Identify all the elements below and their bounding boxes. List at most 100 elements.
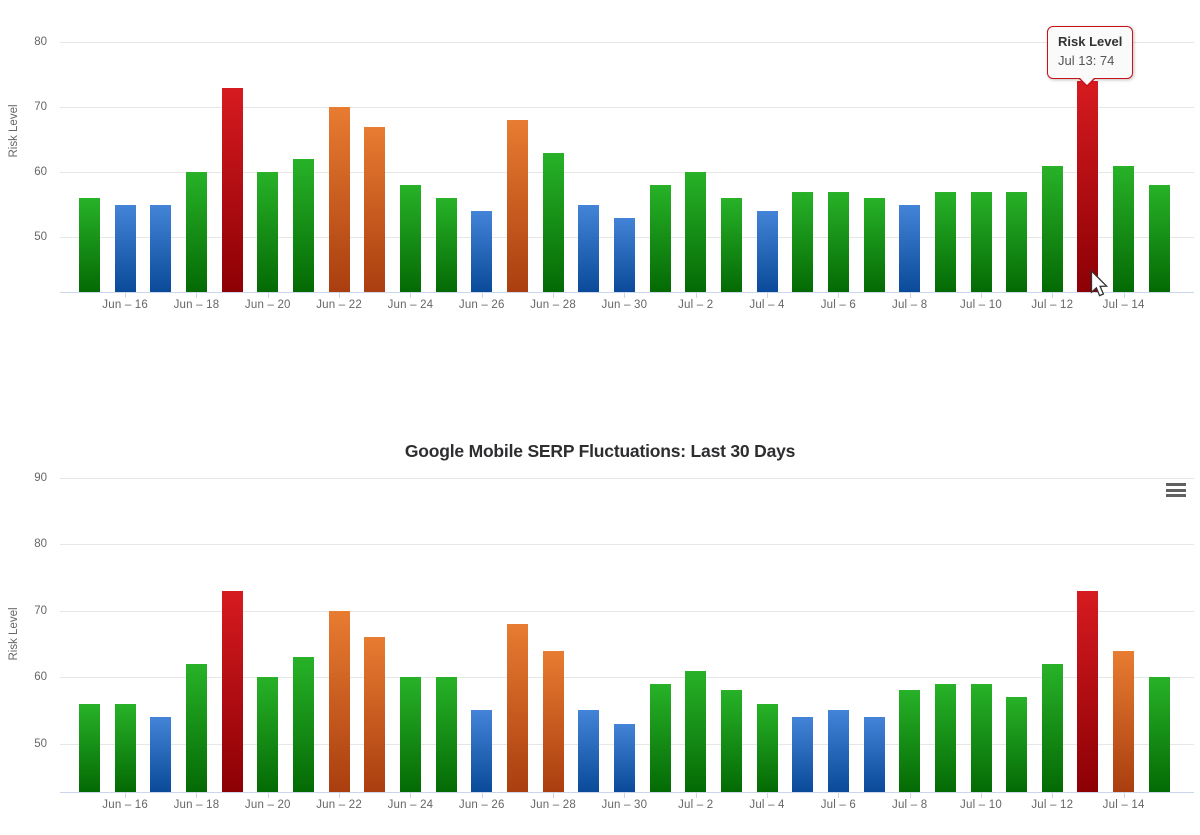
x-axis-label-jun-18: Jun – 18 xyxy=(173,799,220,811)
x-axis-tick xyxy=(838,792,840,798)
x-axis-label-jun-18: Jun – 18 xyxy=(173,299,220,311)
bar-jul-9[interactable] xyxy=(934,683,956,792)
y-axis-label-70: 70 xyxy=(34,101,47,114)
bar-jun-15[interactable] xyxy=(79,703,100,792)
tooltip: Risk Level Jul 13: 74 xyxy=(1047,26,1134,87)
x-axis-tick xyxy=(339,792,341,798)
bar-jun-25[interactable] xyxy=(435,198,457,292)
y-axis-label-80: 80 xyxy=(34,36,47,49)
x-axis-label-jul-10: Jul – 10 xyxy=(960,799,1002,811)
bar-jul-2[interactable] xyxy=(685,172,707,292)
x-axis-label-jul-10: Jul – 10 xyxy=(960,299,1002,311)
x-axis-label-jun-30: Jun – 30 xyxy=(601,299,648,311)
bar-jul-7[interactable] xyxy=(863,717,885,792)
bar-jul-10[interactable] xyxy=(970,683,992,792)
bar-jul-12[interactable] xyxy=(1041,165,1063,292)
bar-jul-5[interactable] xyxy=(792,191,814,292)
x-axis-tick xyxy=(125,792,127,798)
bar-jul-5[interactable] xyxy=(792,717,814,792)
bar-jul-8[interactable] xyxy=(899,204,921,292)
bar-jun-25[interactable] xyxy=(435,677,457,792)
bar-jul-6[interactable] xyxy=(827,191,849,292)
bar-jun-15[interactable] xyxy=(79,198,100,292)
bar-jul-11[interactable] xyxy=(1006,697,1028,792)
bar-jun-21[interactable] xyxy=(292,159,314,292)
tooltip-value: Jul 13: 74 xyxy=(1058,52,1115,68)
x-axis-tick xyxy=(695,292,697,298)
bar-jun-16[interactable] xyxy=(114,703,136,792)
bar-jun-20[interactable] xyxy=(257,677,279,792)
bar-jun-20[interactable] xyxy=(257,172,279,292)
x-axis-label-jul-6: Jul – 6 xyxy=(820,799,856,811)
bar-jul-15[interactable] xyxy=(1148,185,1170,292)
x-axis-label-jun-24: Jun – 24 xyxy=(387,299,434,311)
gridline-70 xyxy=(60,610,1194,612)
bar-jun-28[interactable] xyxy=(542,650,564,792)
x-axis-label-jul-4: Jul – 4 xyxy=(749,299,785,311)
bar-jul-4[interactable] xyxy=(756,703,778,792)
bar-jun-26[interactable] xyxy=(471,211,493,292)
bar-jun-24[interactable] xyxy=(399,185,421,292)
bar-jul-10[interactable] xyxy=(970,191,992,292)
bar-jul-12[interactable] xyxy=(1041,663,1063,792)
x-axis-tick xyxy=(624,792,626,798)
bar-jun-22[interactable] xyxy=(328,107,350,292)
bar-jul-13[interactable] xyxy=(1077,590,1099,792)
x-axis-label-jun-20: Jun – 20 xyxy=(244,299,291,311)
x-axis-label-jul-14: Jul – 14 xyxy=(1102,799,1145,811)
bar-jun-22[interactable] xyxy=(328,610,350,792)
x-axis-tick xyxy=(909,292,911,298)
x-axis-label-jul-8: Jul – 8 xyxy=(892,799,928,811)
x-axis-tick xyxy=(125,292,127,298)
bar-jul-14[interactable] xyxy=(1113,650,1135,792)
bar-jun-30[interactable] xyxy=(613,723,635,792)
tooltip-series-name: Risk Level xyxy=(1058,34,1123,49)
bar-jun-17[interactable] xyxy=(150,204,172,292)
x-axis-label-jun-16: Jun – 16 xyxy=(102,299,149,311)
bar-jul-15[interactable] xyxy=(1148,677,1170,792)
x-axis-tick xyxy=(1123,292,1125,298)
y-axis-label-60: 60 xyxy=(34,166,47,179)
x-axis-line xyxy=(60,792,1194,793)
bar-jul-2[interactable] xyxy=(685,670,707,792)
bar-jun-27[interactable] xyxy=(506,624,528,792)
x-axis-label-jul-2: Jul – 2 xyxy=(678,799,714,811)
bar-jun-26[interactable] xyxy=(471,710,493,792)
bar-jun-19[interactable] xyxy=(221,590,243,792)
bar-jun-23[interactable] xyxy=(364,637,386,792)
bar-jun-24[interactable] xyxy=(399,677,421,792)
bar-jul-3[interactable] xyxy=(720,690,742,792)
bar-jun-17[interactable] xyxy=(150,717,172,792)
bar-jun-30[interactable] xyxy=(613,217,635,292)
bar-jun-23[interactable] xyxy=(364,126,386,292)
bar-jul-3[interactable] xyxy=(720,198,742,292)
bar-jul-13[interactable] xyxy=(1077,81,1099,292)
x-axis-tick xyxy=(1052,292,1054,298)
bar-jun-19[interactable] xyxy=(221,87,243,292)
bar-jul-1[interactable] xyxy=(649,683,671,792)
x-axis-tick xyxy=(481,792,483,798)
bar-jun-18[interactable] xyxy=(185,172,207,292)
bar-jul-9[interactable] xyxy=(934,191,956,292)
bar-jun-21[interactable] xyxy=(292,657,314,792)
bar-jul-8[interactable] xyxy=(899,690,921,792)
bar-jun-28[interactable] xyxy=(542,152,564,292)
bar-jul-14[interactable] xyxy=(1113,165,1135,292)
bar-jul-7[interactable] xyxy=(863,198,885,292)
bar-jun-29[interactable] xyxy=(578,204,600,292)
x-axis-tick xyxy=(481,292,483,298)
x-axis-tick xyxy=(196,792,198,798)
x-axis-label-jul-14: Jul – 14 xyxy=(1102,299,1145,311)
bar-jun-29[interactable] xyxy=(578,710,600,792)
x-axis-tick xyxy=(695,792,697,798)
bar-jun-27[interactable] xyxy=(506,120,528,292)
bar-jun-18[interactable] xyxy=(185,663,207,792)
bar-jul-6[interactable] xyxy=(827,710,849,792)
x-axis-tick xyxy=(624,292,626,298)
bar-jul-4[interactable] xyxy=(756,211,778,292)
bar-jul-1[interactable] xyxy=(649,185,671,292)
bar-jul-11[interactable] xyxy=(1006,191,1028,292)
bar-jun-16[interactable] xyxy=(114,204,136,292)
chart-export-menu-icon[interactable] xyxy=(1166,483,1186,498)
